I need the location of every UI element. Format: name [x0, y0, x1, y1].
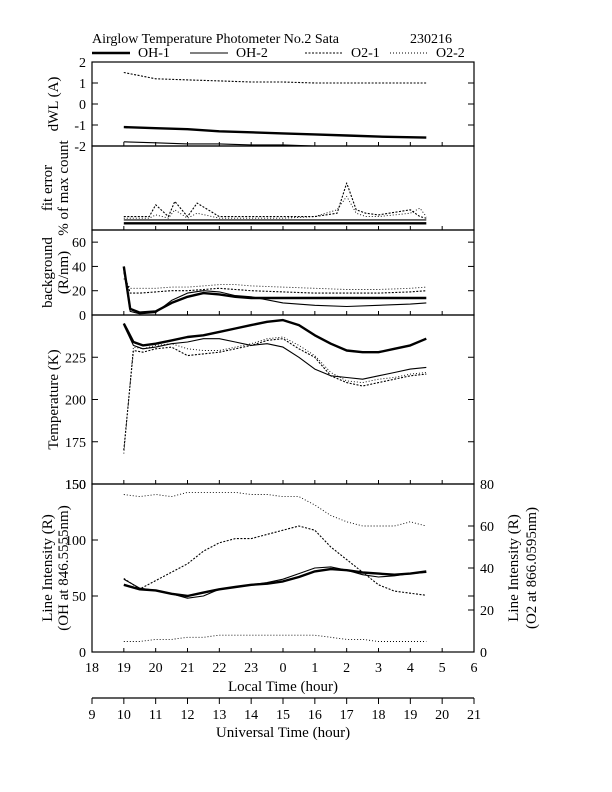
local-time-tick-label: 18 [85, 661, 99, 676]
line-intensity-y2label-2: (O2 at 866.0595nm) [524, 507, 540, 629]
temperature-ytick-label: 225 [65, 351, 86, 366]
universal-time-tick-label: 16 [308, 708, 322, 723]
universal-time-tick-label: 10 [117, 708, 131, 723]
universal-time-tick-label: 11 [149, 708, 162, 723]
temperature-series-o2-1 [123, 338, 427, 451]
fit-error-ylabel-2: % of max count [56, 139, 72, 235]
temperature-ylabel: Temperature (K) [46, 349, 62, 449]
line-intensity-y2tick-label: 0 [480, 646, 487, 661]
dwl-ylabel: dWL (A) [46, 77, 62, 132]
universal-time-tick-label: 17 [340, 708, 354, 723]
panel-dwl: -2 -1 0 1 2 dWL (A) [46, 56, 475, 155]
universal-time-tick-label: 18 [372, 708, 386, 723]
temperature-series-oh-2 [123, 324, 427, 380]
local-time-tick-label: 3 [375, 661, 382, 676]
temperature-frame [91, 314, 475, 485]
line-intensity-ytick-label: 0 [79, 646, 86, 661]
local-time-tick-label: 0 [280, 661, 287, 676]
background-series-oh-1 [122, 266, 427, 314]
panel-background: 0 20 40 60 background (R/nm) [40, 229, 475, 324]
panel-fit-error: fit error% of max count [40, 139, 475, 236]
universal-time-tick-label: 13 [212, 708, 226, 723]
line-intensity-y2tick-label: 40 [480, 562, 494, 577]
local-time-tick-label: 20 [149, 661, 163, 676]
background-series-o2-1 [123, 272, 427, 294]
fit-error-ylabel: fit error [40, 165, 56, 211]
background-ylabel-2: (R/nm) [56, 251, 72, 294]
local-time-tick-label: 2 [343, 661, 350, 676]
local-time-label: Local Time (hour) [228, 679, 338, 695]
dwl-ytick-label: 2 [79, 56, 86, 71]
line-intensity-series-o2-1 [123, 525, 427, 596]
background-ytick-label: 40 [72, 260, 86, 275]
line-intensity-series-o2-2-low- [123, 634, 427, 642]
date-code: 230216 [410, 32, 452, 47]
temperature-ytick-label: 150 [65, 478, 86, 493]
temperature-ytick-label: 200 [65, 394, 86, 409]
background-series-oh-2 [123, 268, 427, 315]
universal-time-tick-label: 20 [435, 708, 449, 723]
universal-time-tick-label: 12 [181, 708, 195, 723]
dwl-series-oh-1 [123, 125, 427, 139]
universal-time-axis: 9 10 11 12 13 14 15 16 17 18 19 20 21 [89, 697, 481, 723]
line-intensity-y2tick-label: 80 [480, 478, 494, 493]
line-intensity-y2label: Line Intensity (R) [506, 514, 522, 621]
background-series-o2-2 [123, 278, 427, 290]
chart-title: Airglow Temperature Photometer No.2 Sata [92, 32, 340, 47]
temperature-series-o2-2 [123, 336, 427, 454]
line-intensity-ylabel-2: (OH at 846.5555nm) [56, 505, 72, 630]
line-intensity-ytick-label: 50 [72, 590, 86, 605]
line-intensity-y2tick-label: 60 [480, 520, 494, 535]
line-intensity-ytick-label: 100 [65, 534, 86, 549]
line-intensity-series-oh-2 [123, 566, 427, 599]
background-ytick-label: 60 [72, 236, 86, 251]
fit-error-frame [91, 145, 475, 231]
local-time-tick-label: 6 [471, 661, 478, 676]
line-intensity-ylabel: Line Intensity (R) [40, 514, 56, 621]
universal-time-label: Universal Time (hour) [216, 725, 350, 741]
universal-time-tick-label: 15 [276, 708, 290, 723]
dwl-ytick-label: -1 [74, 119, 86, 134]
legend-label-o2-2: O2-2 [436, 46, 465, 61]
legend-label-o2-1: O2-1 [351, 46, 380, 61]
line-intensity-y2tick-label: 20 [480, 604, 494, 619]
background-ytick-label: 0 [79, 309, 86, 324]
background-frame [91, 229, 475, 316]
temperature-ytick-label: 175 [65, 436, 86, 451]
line-intensity-ytick-label: 150 [65, 478, 86, 493]
legend-label-oh-1: OH-1 [138, 46, 170, 61]
fit-error-series-o2-1 [123, 182, 427, 219]
background-ytick-label: 20 [72, 285, 86, 300]
line-intensity-series-o2-2 [123, 491, 427, 527]
local-time-axis: 18 19 20 21 22 23 0 1 2 3 4 5 6 [85, 661, 478, 676]
universal-time-tick-label: 21 [467, 708, 481, 723]
dwl-series-oh-2 [123, 141, 427, 147]
local-time-tick-label: 1 [311, 661, 318, 676]
local-time-tick-label: 19 [117, 661, 131, 676]
local-time-tick-label: 22 [212, 661, 226, 676]
background-ylabel: background [40, 237, 56, 308]
local-time-tick-label: 21 [181, 661, 195, 676]
universal-time-tick-label: 9 [89, 708, 96, 723]
local-time-tick-label: 5 [439, 661, 446, 676]
dwl-series-o2-1 [123, 71, 427, 84]
universal-time-tick-label: 14 [244, 708, 258, 723]
local-time-tick-label: 4 [407, 661, 414, 676]
legend: OH-1 OH-2 O2-1 O2-2 [92, 46, 465, 61]
dwl-ytick-label: 0 [79, 98, 86, 113]
fit-error-series-o2-2 [123, 195, 427, 219]
universal-time-tick-label: 19 [403, 708, 417, 723]
legend-label-oh-2: OH-2 [236, 46, 268, 61]
dwl-ytick-label: 1 [79, 77, 86, 92]
line-intensity-frame [91, 483, 475, 653]
dwl-ytick-label: -2 [74, 140, 86, 155]
panels: -2 -1 0 1 2 dWL (A) fit error% of max count 0 20… [40, 56, 540, 661]
temperature-series-oh-1 [122, 318, 427, 354]
local-time-tick-label: 23 [244, 661, 258, 676]
